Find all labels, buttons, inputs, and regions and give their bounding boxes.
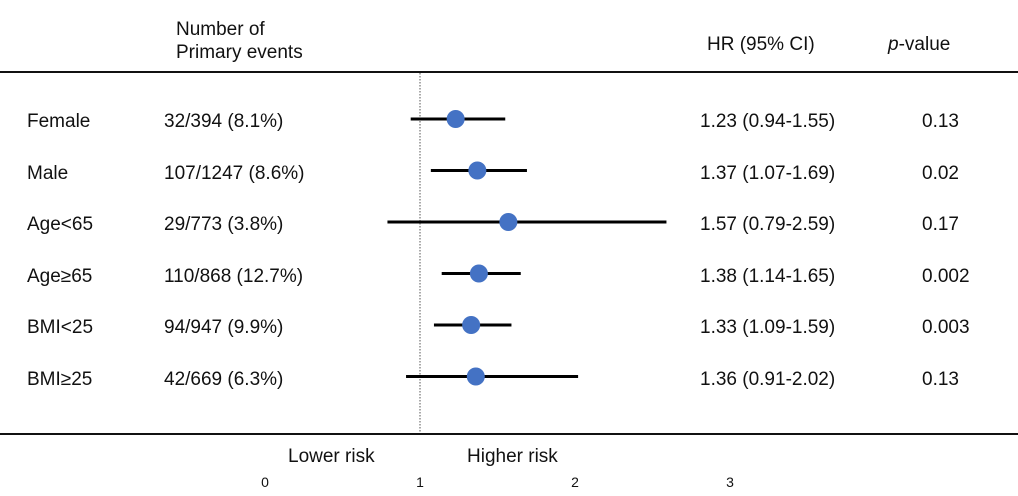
subgroup-label: Male bbox=[27, 162, 69, 184]
subgroup-label: Female bbox=[27, 111, 91, 132]
events-value: 32/394 (8.1%) bbox=[164, 111, 284, 132]
x-tick-label: 1 bbox=[416, 474, 424, 490]
p-header-rest: -value bbox=[898, 34, 951, 55]
hr-ci-value: 1.33 (1.09-1.59) bbox=[700, 317, 836, 338]
p-value: 0.003 bbox=[922, 317, 970, 338]
p-value: 0.002 bbox=[922, 265, 970, 287]
hr-point bbox=[446, 110, 465, 128]
events-value: 94/947 (9.9%) bbox=[164, 317, 284, 338]
p-value-column-header: p-value bbox=[888, 33, 950, 56]
hr-point bbox=[499, 213, 518, 231]
x-tick-label: 3 bbox=[726, 474, 734, 490]
p-value: 0.17 bbox=[922, 214, 959, 235]
events-value: 29/773 (3.8%) bbox=[164, 214, 284, 235]
p-value: 0.13 bbox=[922, 368, 959, 390]
higher-risk-label: Higher risk bbox=[467, 446, 558, 467]
events-value: 110/868 (12.7%) bbox=[164, 265, 304, 287]
hr-point bbox=[468, 161, 487, 180]
hr-ci-value: 1.57 (0.79-2.59) bbox=[700, 214, 836, 235]
lower-risk-label: Lower risk bbox=[288, 446, 375, 467]
hr-ci-value: 1.38 (1.14-1.65) bbox=[700, 265, 836, 287]
subgroup-label: Age<65 bbox=[27, 214, 94, 235]
hr-point bbox=[466, 367, 485, 386]
top-rule bbox=[0, 71, 1018, 73]
x-tick-label: 2 bbox=[571, 474, 579, 490]
subgroup-label: BMI<25 bbox=[27, 317, 94, 338]
hr-point bbox=[469, 264, 488, 283]
hr-point bbox=[462, 316, 481, 334]
hr-column-header: HR (95% CI) bbox=[707, 34, 815, 55]
p-header-italic: p bbox=[888, 34, 899, 55]
events-column-header: Number of Primary events bbox=[176, 18, 303, 64]
events-value: 107/1247 (8.6%) bbox=[164, 162, 305, 184]
p-value: 0.13 bbox=[922, 111, 959, 132]
hr-ci-value: 1.23 (0.94-1.55) bbox=[700, 111, 836, 132]
hr-ci-value: 1.37 (1.07-1.69) bbox=[700, 162, 836, 184]
subgroup-label: Age≥65 bbox=[27, 265, 93, 287]
events-header-line1: Number of bbox=[176, 19, 265, 40]
subgroup-label: BMI≥25 bbox=[27, 368, 93, 390]
bottom-rule bbox=[0, 433, 1018, 435]
events-header-line2: Primary events bbox=[176, 42, 303, 63]
hr-ci-value: 1.36 (0.91-2.02) bbox=[700, 368, 836, 390]
events-value: 42/669 (6.3%) bbox=[164, 368, 284, 390]
x-tick-label: 0 bbox=[261, 474, 269, 490]
p-value: 0.02 bbox=[922, 162, 959, 184]
